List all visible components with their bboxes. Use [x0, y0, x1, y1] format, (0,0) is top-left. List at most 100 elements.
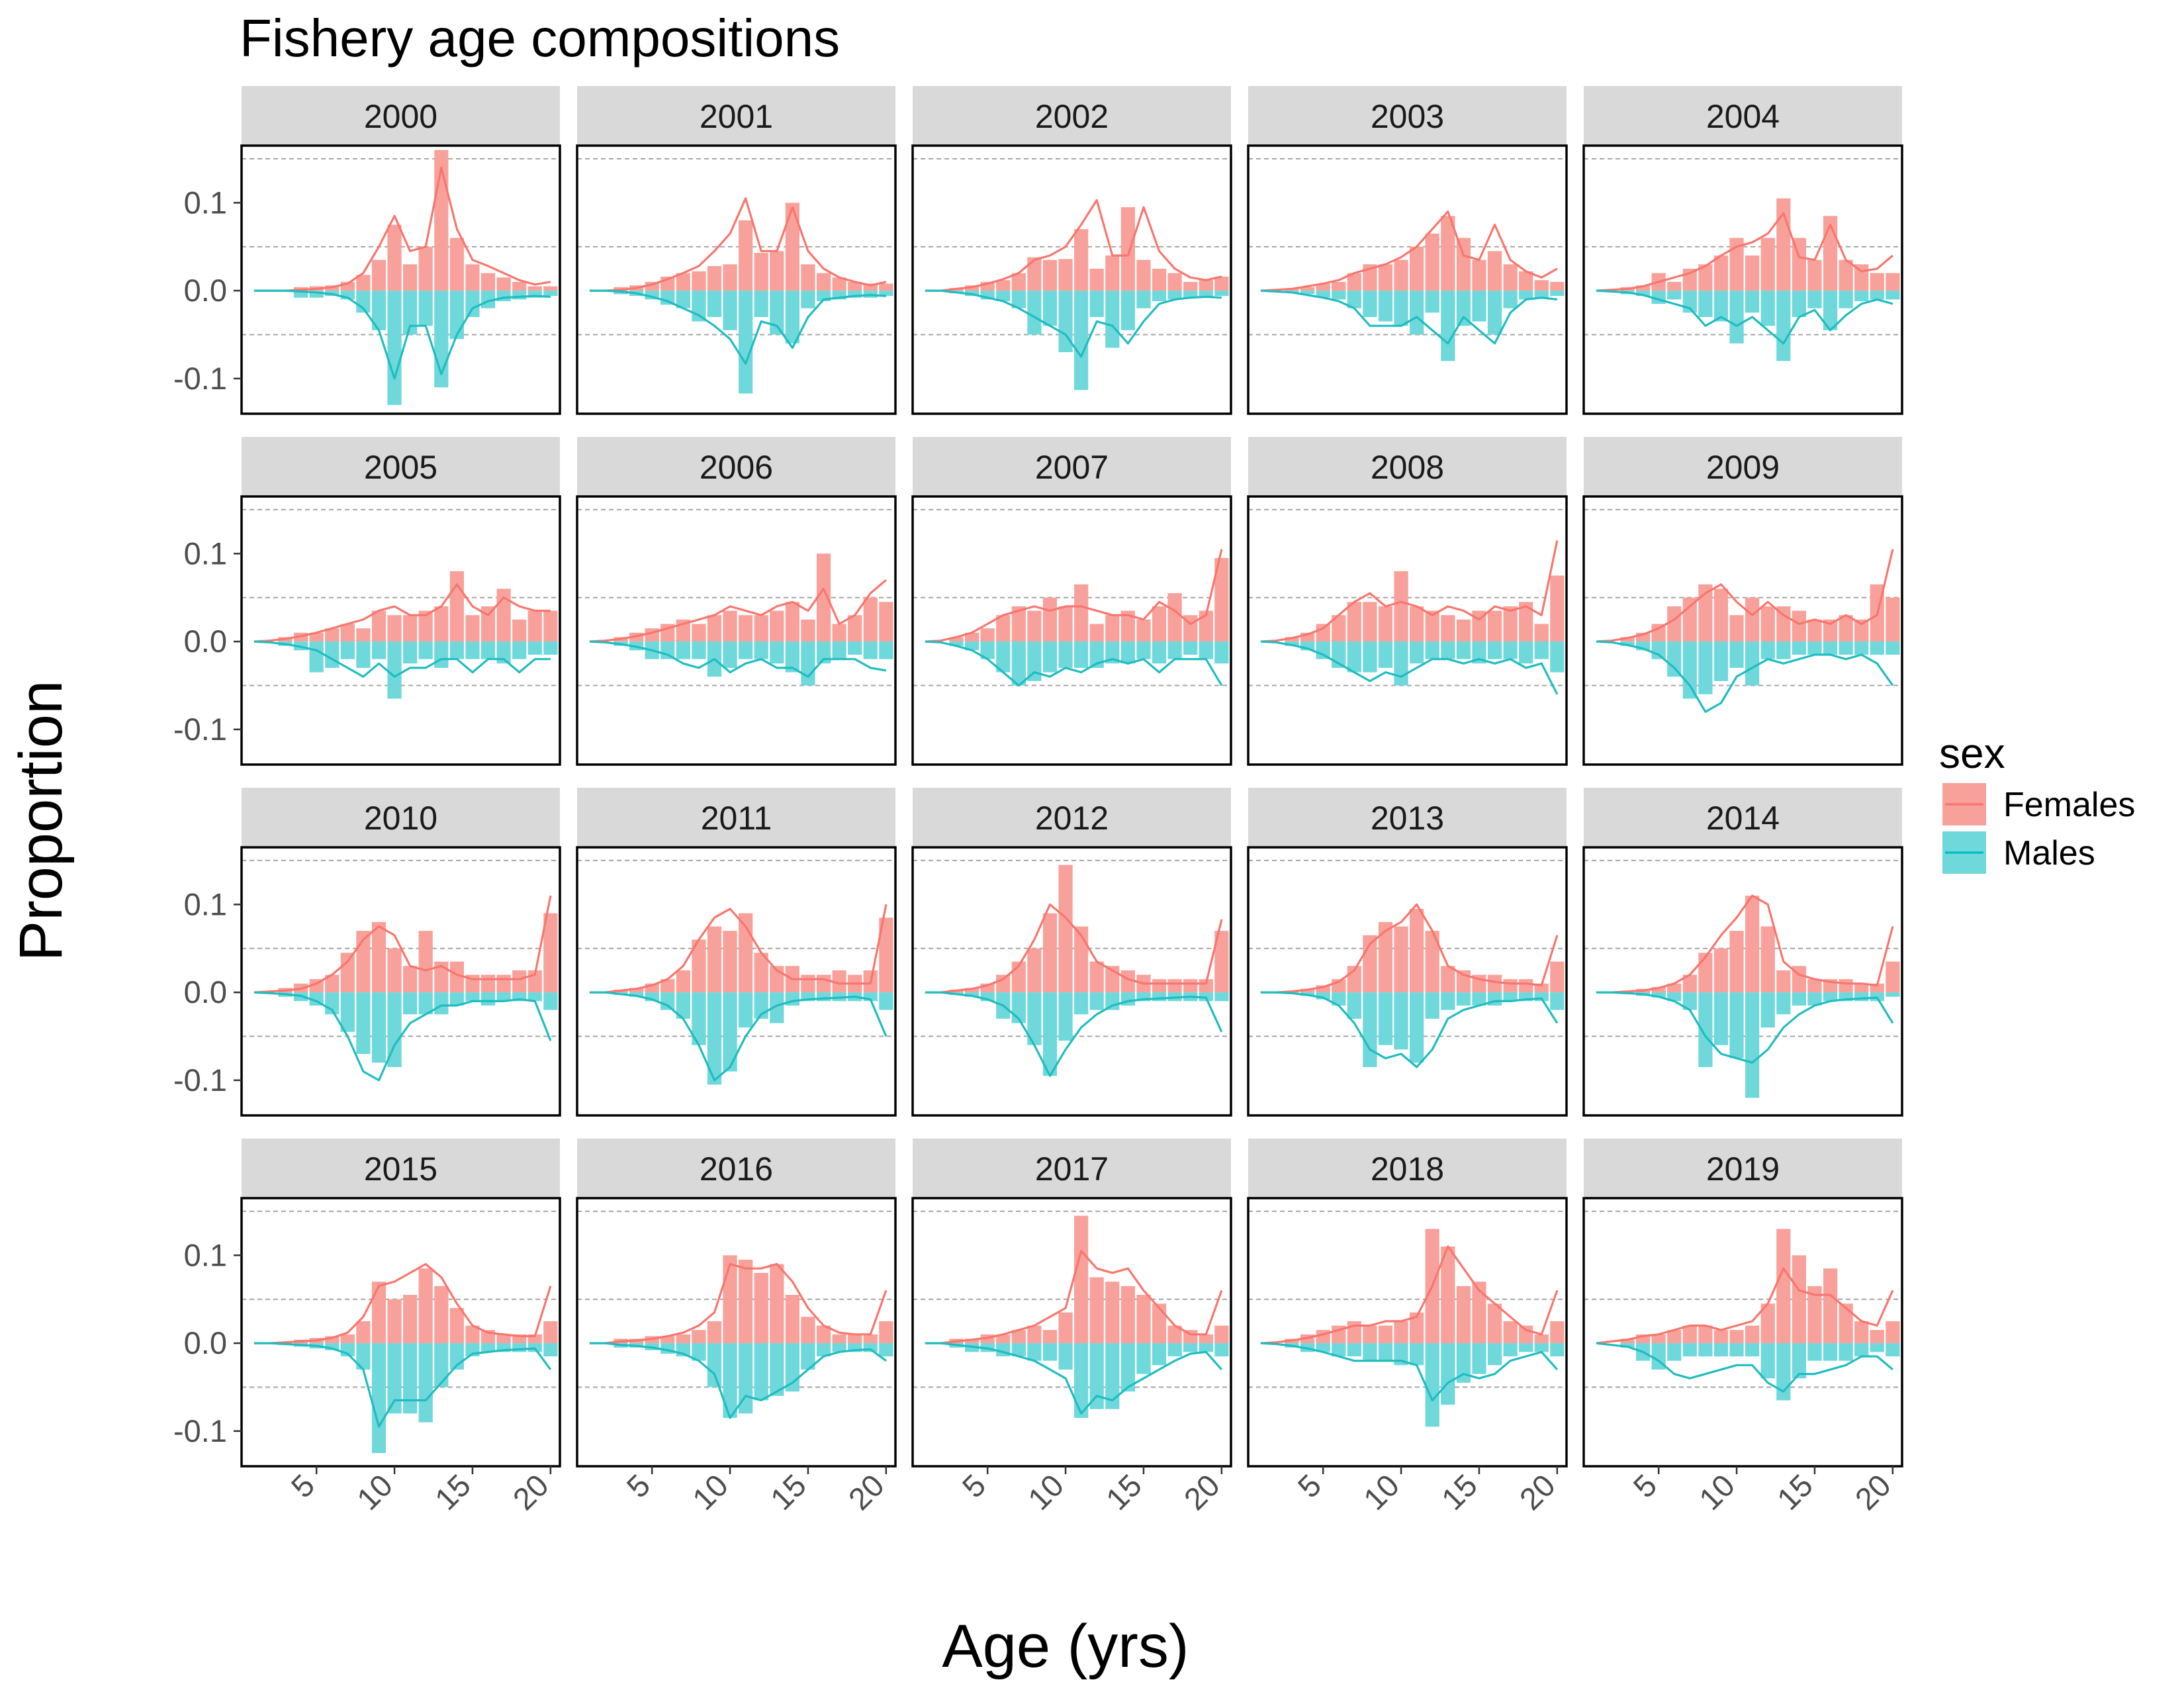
bar-female	[1152, 979, 1167, 993]
bar-female	[1886, 597, 1900, 642]
bar-male	[723, 992, 737, 1072]
bar-male	[1199, 291, 1213, 298]
bar-female	[449, 571, 464, 642]
bar-female	[1651, 987, 1666, 993]
bar-male	[1136, 291, 1151, 308]
bar-male	[340, 992, 355, 1032]
panel-border	[1247, 144, 1568, 415]
facet-strip-label: 2014	[1706, 800, 1780, 837]
bar-male	[1870, 641, 1884, 655]
line-female	[1596, 1267, 1894, 1344]
bar-female	[1058, 259, 1073, 291]
line-female	[1596, 212, 1893, 292]
bar-male	[1472, 1343, 1486, 1374]
bar-female	[1042, 1330, 1058, 1344]
bar-female	[465, 264, 480, 291]
bar-male	[1042, 291, 1058, 326]
bar-male	[1519, 1343, 1533, 1352]
bar-female	[1425, 931, 1439, 993]
bar-female	[1550, 961, 1565, 993]
bar-female	[465, 615, 480, 642]
bar-male	[1410, 1343, 1424, 1366]
bar-male	[371, 1343, 387, 1454]
bar-male	[1745, 291, 1760, 313]
bar-female	[1651, 1334, 1666, 1344]
bar-female	[418, 1268, 433, 1344]
bar-male	[1300, 291, 1315, 295]
facet-strip-label: 2015	[364, 1150, 437, 1188]
bar-male	[1823, 1343, 1838, 1361]
bar-female	[692, 624, 706, 642]
bar-male	[1152, 1343, 1167, 1366]
bar-male	[1839, 1343, 1853, 1361]
facet-strip	[1584, 86, 1902, 146]
bar-male	[1152, 641, 1167, 664]
bar-female	[1214, 276, 1229, 291]
bar-female	[1058, 606, 1073, 642]
bar-female	[1667, 983, 1682, 993]
line-male	[1260, 991, 1559, 1068]
bar-female	[1729, 238, 1744, 291]
bar-female	[1089, 624, 1104, 642]
bar-male	[707, 291, 722, 317]
facet-strip	[242, 86, 560, 146]
facet-strip-label: 2017	[1035, 1150, 1109, 1188]
bar-female	[1635, 285, 1651, 291]
facet-strip-label: 2001	[700, 98, 773, 135]
bar-male	[1519, 291, 1533, 300]
y-tick-label: -0.1	[173, 361, 227, 396]
bar-male	[801, 641, 815, 686]
bar-female	[1410, 908, 1424, 993]
bar-female	[1285, 637, 1299, 642]
bar-male	[980, 641, 995, 659]
bar-female	[1441, 966, 1455, 993]
bar-female	[1651, 624, 1666, 642]
bar-male	[1347, 641, 1361, 673]
bar-female	[879, 283, 893, 291]
bar-male	[1042, 641, 1058, 673]
bar-male	[1729, 1343, 1744, 1357]
line-male	[925, 640, 1223, 687]
bar-male	[1713, 992, 1729, 1045]
bar-male	[723, 641, 737, 668]
bar-male	[1394, 291, 1408, 326]
bar-male	[1550, 291, 1565, 297]
bar-female	[1027, 257, 1042, 291]
bar-female	[754, 953, 768, 993]
panel-border	[240, 144, 561, 415]
bar-male	[543, 992, 558, 1010]
line-female	[925, 549, 1223, 643]
bar-male	[707, 992, 722, 1085]
panel-2000: 2000 0.1 0.0 -0.1	[173, 86, 561, 415]
bar-female	[371, 259, 387, 291]
bar-female	[832, 624, 846, 642]
panel-border	[1247, 495, 1568, 766]
bar-male	[480, 992, 496, 1006]
panel-2009: 2009	[1582, 437, 1903, 766]
bar-female	[1776, 198, 1791, 291]
bar-female	[739, 220, 753, 291]
facet-strip-label: 2011	[701, 800, 772, 837]
bar-male	[1698, 641, 1713, 694]
facet-strip	[913, 788, 1231, 847]
bar-male	[1620, 641, 1635, 646]
bar-female	[1550, 1321, 1565, 1344]
bar-female	[1058, 865, 1073, 993]
bar-female	[1167, 593, 1182, 642]
bar-male	[543, 291, 558, 297]
bar-female	[832, 1334, 846, 1344]
bar-male	[1713, 641, 1729, 681]
bar-female	[1713, 948, 1729, 993]
facet-strip	[1248, 86, 1567, 146]
bar-male	[325, 1343, 340, 1350]
bar-female	[996, 280, 1011, 291]
bar-male	[1425, 992, 1439, 1019]
bar-female	[692, 939, 706, 993]
line-female	[1596, 549, 1894, 643]
bar-female	[1534, 624, 1549, 642]
bar-male	[1425, 291, 1439, 313]
bar-male	[1698, 291, 1713, 317]
bar-male	[1183, 291, 1198, 298]
bar-male	[465, 992, 480, 1002]
